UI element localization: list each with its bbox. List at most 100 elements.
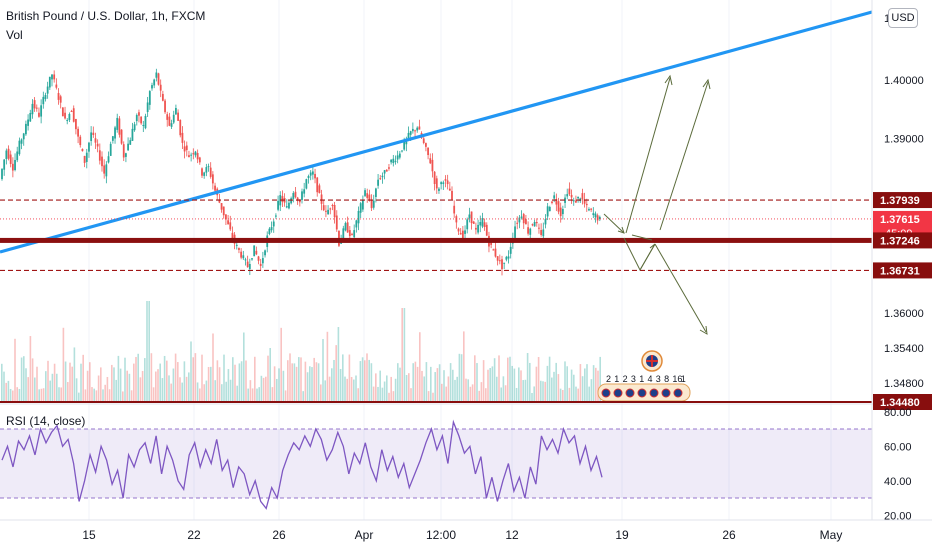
candle-body [398, 153, 401, 158]
volume-bar [463, 331, 465, 401]
price-tick: 1.36000 [884, 308, 924, 320]
price-tick: 1.40000 [884, 75, 924, 87]
candle-body [51, 74, 53, 80]
volume-bar [38, 389, 40, 401]
volume-bar [152, 387, 155, 401]
candle-body [85, 152, 88, 162]
volume-bar [306, 372, 309, 401]
volume-bar [124, 357, 126, 401]
volume-bar [40, 388, 43, 401]
volume-bar [34, 377, 36, 401]
candle-body [444, 179, 447, 181]
volume-bar [372, 386, 375, 401]
volume-bar [322, 339, 324, 401]
candle-body [190, 154, 193, 156]
volume-bar [445, 386, 447, 401]
candle-body [407, 132, 410, 141]
volume-bar [190, 341, 192, 401]
candle-body [148, 91, 151, 105]
candle-body [327, 209, 329, 215]
volume-bar [573, 374, 575, 401]
volume-bar [452, 369, 454, 401]
volume-bar [111, 364, 113, 401]
volume-bar [80, 363, 82, 401]
candle-body [559, 207, 562, 217]
projection-arrows[interactable] [603, 74, 711, 335]
time-axis[interactable]: 15 22 26 Apr 12:00 12 19 26 May [82, 528, 842, 542]
event-count: 1 [681, 374, 686, 384]
volume-bar [192, 357, 194, 401]
chart-title: British Pound / U.S. Dollar, 1h, FXCM [6, 9, 206, 23]
candle-body [459, 232, 462, 235]
candle-body [342, 228, 345, 240]
event-count: 3 [631, 374, 636, 384]
price-badge [873, 394, 932, 410]
candle-body [303, 189, 306, 194]
candle-body [166, 114, 169, 120]
candle-body [70, 110, 73, 112]
volume-bar [471, 384, 474, 401]
candle-body [31, 103, 34, 115]
volume-bar [243, 332, 245, 401]
volume-bar [313, 357, 315, 401]
volume-bar [258, 387, 260, 401]
candle-body [320, 194, 323, 204]
volume-bar [586, 364, 588, 401]
volume-bar [108, 389, 111, 401]
volume-bar [60, 387, 62, 401]
candle-body [109, 143, 112, 156]
volume-bar [520, 370, 522, 401]
volume-bar [454, 379, 456, 401]
candle-body [322, 205, 325, 211]
volume-bar [223, 354, 225, 401]
candle-body [585, 203, 588, 206]
volume-bar [331, 368, 333, 401]
candle-body [261, 258, 264, 264]
volume-bar [577, 388, 579, 401]
volume-bar [141, 370, 144, 401]
candle-body [68, 114, 71, 120]
volume-bar [227, 369, 230, 401]
candle-body [116, 117, 119, 130]
volume-bar [119, 368, 122, 401]
volume-bar [102, 389, 104, 401]
candle-body [501, 259, 503, 270]
candle-body [418, 126, 421, 130]
volume-bar [155, 371, 157, 401]
candle-body [285, 206, 288, 208]
event-count: 3 [656, 374, 661, 384]
candle-body [598, 216, 601, 220]
volume-bar [436, 368, 439, 401]
candle-body [370, 199, 373, 209]
currency-button[interactable]: USD [888, 8, 918, 28]
candle-body [103, 165, 106, 174]
volume-bar [287, 360, 289, 401]
price-tick: 1.39000 [884, 133, 924, 145]
candle-body [177, 112, 179, 121]
candle-body [522, 214, 525, 224]
volume-bar [139, 377, 142, 401]
support-resistance-levels[interactable] [0, 199, 872, 272]
event-count: 16 [672, 374, 682, 384]
volume-bar [168, 375, 170, 401]
volume-bar [144, 358, 146, 401]
event-markers[interactable]: 2 1 2 3 1 4 3 8 161 [597, 350, 691, 402]
volume-bar [18, 388, 21, 401]
volume-bar [339, 369, 342, 401]
volume-bar [441, 383, 443, 401]
volume-bar [432, 392, 434, 401]
trend-line[interactable] [0, 10, 873, 254]
volume-bar [20, 357, 23, 401]
volume-bar [183, 361, 186, 401]
candle-body [125, 153, 127, 157]
rsi-axis[interactable]: 80.00 60.00 40.00 20.00 [884, 407, 912, 523]
candle-body [75, 118, 77, 130]
candle-body [272, 221, 275, 227]
volume-bar [1, 363, 3, 401]
candle-body [222, 206, 225, 216]
volume-bar [342, 354, 344, 401]
volume-bar [346, 378, 348, 401]
volume-bar [293, 363, 296, 401]
volume-bar [122, 391, 124, 401]
